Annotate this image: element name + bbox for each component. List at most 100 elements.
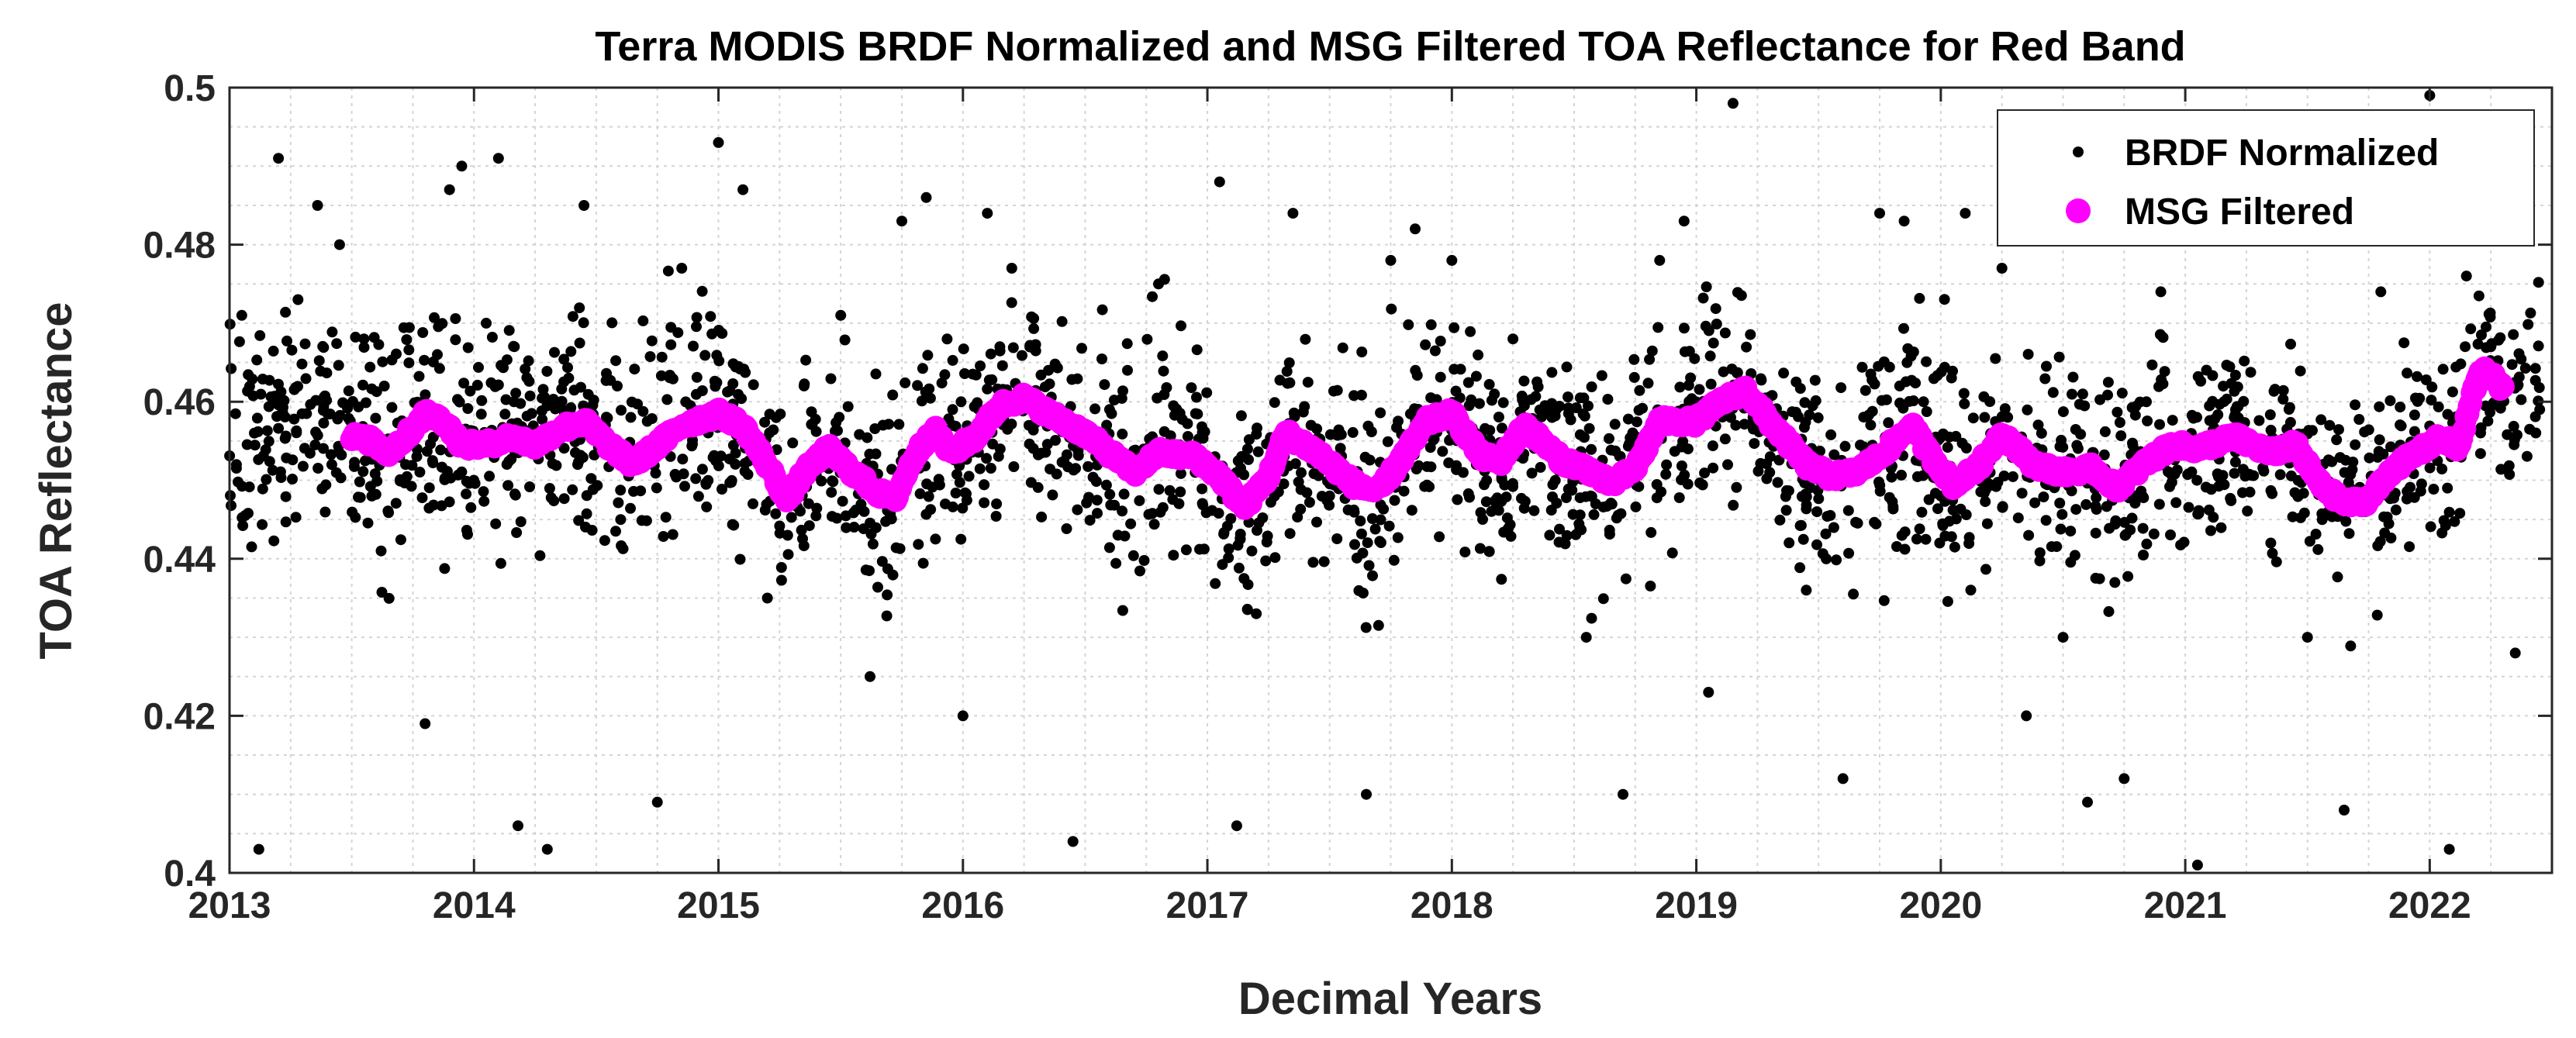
brdf-point	[1375, 407, 1386, 419]
brdf-point	[1660, 468, 1672, 480]
brdf-point	[253, 843, 264, 855]
brdf-point	[281, 335, 292, 347]
brdf-point	[357, 466, 369, 478]
brdf-point	[254, 329, 266, 341]
brdf-point	[1943, 516, 1955, 527]
brdf-point	[2242, 505, 2253, 517]
brdf-point	[313, 463, 324, 474]
brdf-point	[2118, 773, 2130, 785]
brdf-point	[288, 413, 300, 425]
brdf-point	[688, 340, 699, 352]
brdf-point	[1117, 428, 1128, 440]
brdf-point	[1465, 326, 1476, 337]
brdf-point	[1360, 622, 1372, 633]
brdf-point	[280, 516, 292, 528]
brdf-point	[1127, 550, 1139, 561]
brdf-point	[2301, 632, 2313, 643]
brdf-point	[334, 409, 346, 421]
brdf-point	[1563, 402, 1574, 414]
brdf-point	[2102, 377, 2114, 388]
brdf-point	[1710, 303, 1721, 315]
brdf-point	[1574, 392, 1586, 404]
brdf-point	[268, 345, 279, 357]
brdf-point	[1446, 254, 1458, 266]
brdf-point	[1790, 406, 1801, 418]
brdf-point	[2374, 401, 2385, 412]
brdf-point	[2401, 493, 2412, 505]
brdf-point	[2277, 393, 2289, 405]
brdf-point	[2099, 426, 2111, 437]
brdf-point	[249, 440, 261, 451]
brdf-point	[1967, 412, 1979, 424]
brdf-point	[1191, 391, 1202, 403]
brdf-point	[1812, 412, 1824, 423]
brdf-point	[1464, 491, 1475, 503]
brdf-point	[1278, 478, 1290, 490]
brdf-point	[2039, 373, 2051, 385]
brdf-point	[1293, 476, 1304, 488]
brdf-point	[1666, 547, 1678, 559]
brdf-point	[2476, 329, 2487, 340]
brdf-point	[2201, 364, 2212, 376]
brdf-point	[2103, 605, 2115, 617]
brdf-point	[253, 453, 264, 465]
brdf-point	[1304, 497, 1315, 508]
brdf-point	[658, 531, 669, 542]
brdf-point	[1979, 412, 1991, 423]
brdf-point	[2521, 450, 2533, 462]
x-tick-label: 2017	[1166, 885, 1249, 926]
brdf-point	[933, 474, 944, 485]
brdf-point	[1125, 518, 1137, 529]
brdf-point	[1928, 373, 1939, 385]
brdf-point	[265, 391, 277, 402]
brdf-point	[2229, 412, 2240, 423]
brdf-point	[333, 360, 344, 371]
brdf-point	[1645, 526, 1657, 538]
brdf-point	[1182, 431, 1193, 442]
brdf-point	[2460, 271, 2472, 282]
brdf-point	[305, 398, 316, 410]
brdf-point	[273, 422, 285, 434]
brdf-point	[1182, 418, 1193, 429]
brdf-point	[378, 381, 390, 391]
brdf-point	[1103, 542, 1115, 553]
brdf-point	[2229, 457, 2241, 468]
brdf-point	[524, 390, 536, 402]
brdf-point	[1410, 223, 1421, 235]
brdf-point	[787, 437, 799, 449]
brdf-point	[1201, 387, 1213, 398]
brdf-point	[582, 388, 594, 400]
brdf-point	[1117, 605, 1128, 616]
brdf-point	[2200, 481, 2212, 493]
brdf-point	[678, 468, 689, 480]
brdf-point	[353, 401, 364, 412]
brdf-point	[1434, 531, 1445, 543]
brdf-point	[1283, 357, 1295, 368]
brdf-point	[1223, 543, 1234, 554]
brdf-point	[672, 327, 684, 339]
brdf-point	[2114, 417, 2125, 428]
brdf-point	[610, 355, 622, 367]
brdf-point	[1923, 494, 1935, 505]
brdf-point	[2253, 415, 2265, 426]
brdf-point	[936, 378, 948, 389]
brdf-point	[461, 525, 472, 536]
brdf-point	[296, 358, 308, 370]
brdf-point	[1615, 508, 1627, 519]
brdf-point	[2022, 404, 2033, 416]
brdf-point	[233, 336, 245, 347]
brdf-point	[713, 460, 724, 471]
brdf-point	[914, 488, 926, 499]
brdf-point	[2091, 491, 2102, 503]
brdf-point	[677, 453, 689, 465]
brdf-point	[2032, 419, 2044, 431]
brdf-point	[1601, 501, 1613, 512]
brdf-point	[1429, 345, 1441, 357]
brdf-point	[955, 533, 967, 545]
brdf-point	[922, 350, 934, 361]
brdf-point	[2395, 419, 2406, 431]
brdf-point	[886, 464, 897, 475]
brdf-point	[1173, 498, 1185, 509]
brdf-point	[2409, 426, 2420, 437]
brdf-point	[709, 375, 720, 387]
